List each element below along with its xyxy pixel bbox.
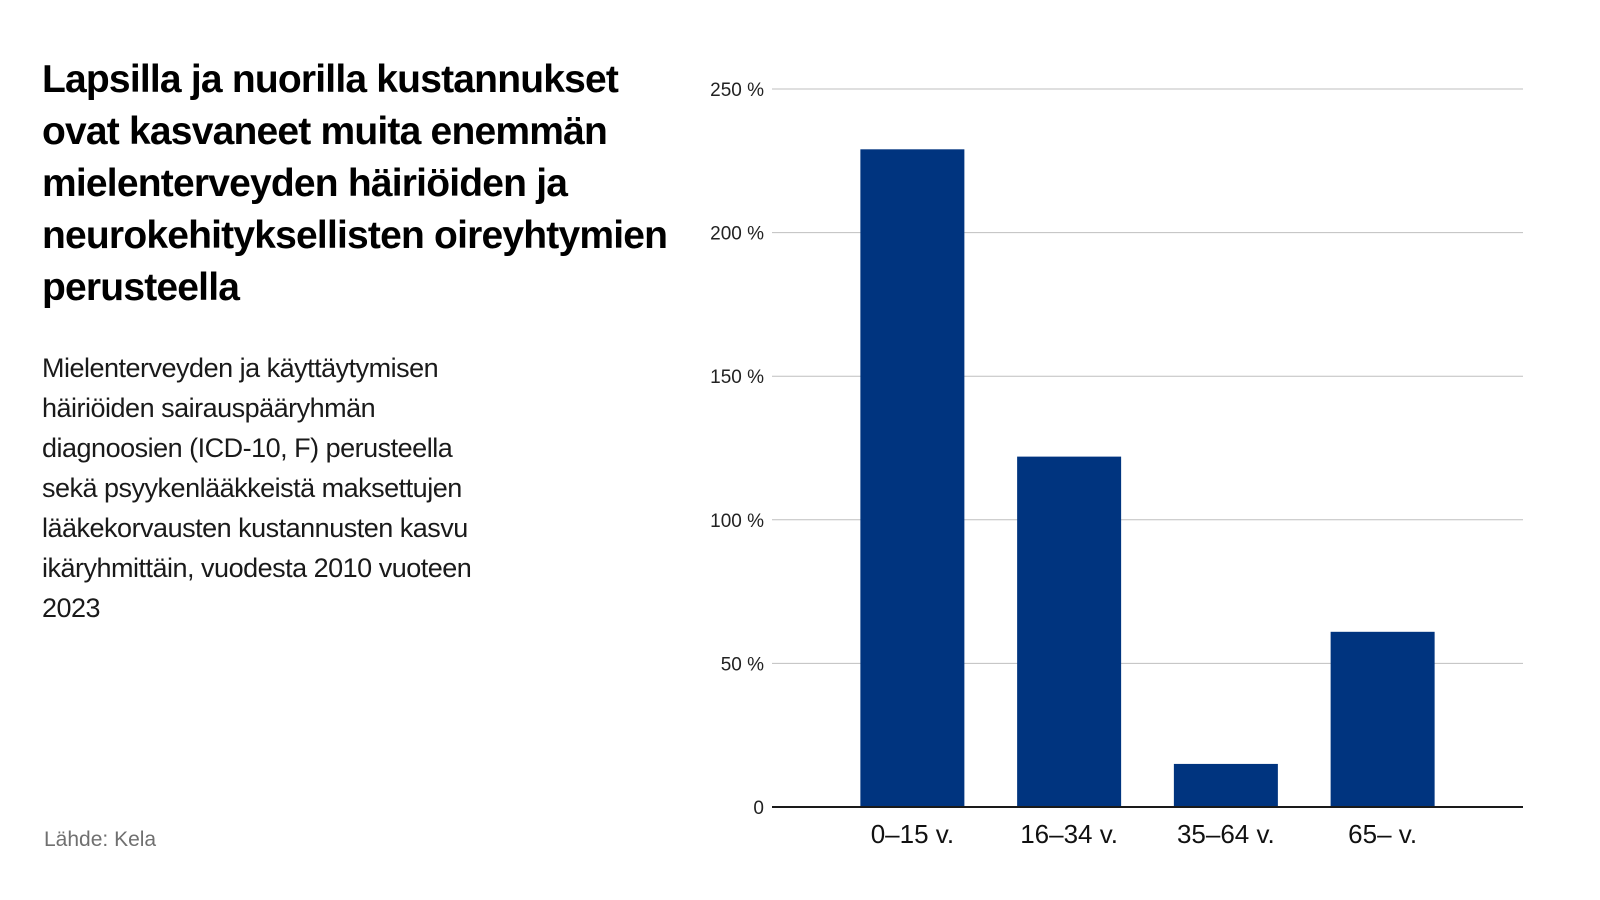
x-category-label: 65– v.	[1348, 819, 1417, 849]
y-tick-label: 0	[753, 798, 764, 819]
y-axis-tick-labels: 0 50 % 100 % 150 % 200 % 250 %	[710, 80, 764, 819]
bar-1	[860, 149, 965, 807]
bar-2	[1017, 456, 1122, 807]
chart-subtitle: Mielenterveyden ja käyttäytymisen häiriö…	[42, 353, 472, 623]
y-tick-label: 150 %	[710, 367, 764, 388]
x-axis-category-labels: 0–15 v. 16–34 v. 35–64 v. 65– v.	[871, 819, 1417, 849]
y-tick-label: 200 %	[710, 224, 764, 245]
source-note: Lähde: Kela	[44, 828, 157, 851]
y-tick-label: 250 %	[710, 80, 764, 101]
chart-title: Lapsilla ja nuorilla kustannukset ovat k…	[42, 58, 668, 309]
y-tick-label: 50 %	[721, 654, 764, 675]
bars	[860, 149, 1435, 807]
x-category-label: 35–64 v.	[1177, 819, 1275, 849]
bar-4	[1330, 631, 1435, 807]
y-tick-label: 100 %	[710, 511, 764, 532]
bar-3	[1173, 763, 1278, 807]
x-category-label: 0–15 v.	[871, 819, 954, 849]
x-category-label: 16–34 v.	[1020, 819, 1118, 849]
